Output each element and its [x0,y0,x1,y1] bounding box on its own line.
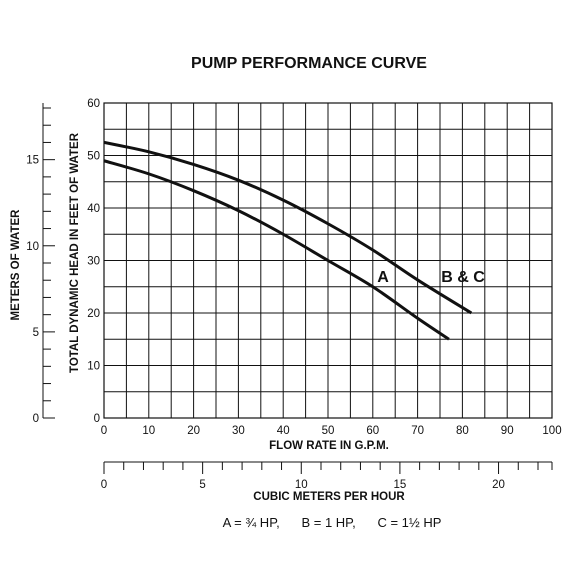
y-tick-label: 60 [87,98,100,110]
x-tick-label: 90 [501,425,514,437]
series-line-b-c [103,140,473,315]
secondary-y-tick-label: 5 [33,327,39,339]
x-tick-label: 80 [456,425,469,437]
x-tick-label: 10 [142,425,155,437]
x-tick-label: 70 [411,425,424,437]
x-tick-label: 60 [366,425,379,437]
secondary-y-label: METERS OF WATER [10,209,22,321]
secondary-x-tick-label: 5 [199,479,205,491]
x-tick-label: 100 [542,425,561,437]
y-tick-label: 20 [87,308,100,320]
plot-frame [103,102,553,419]
chart-grid [103,102,553,419]
secondary-x-label: CUBIC METERS PER HOUR [253,491,405,503]
y-tick-label: 10 [87,361,100,373]
x-tick-label: 50 [322,425,335,437]
secondary-y-tick-label: 15 [26,155,39,167]
secondary-x-tick-label: 20 [492,479,505,491]
series-label: A [377,269,389,286]
chart-title: PUMP PERFORMANCE CURVE [191,55,427,72]
y-tick-label: 50 [87,151,100,163]
series-line-a [103,159,450,341]
cubic-meters-axis: 0 5 10 15 20 [101,461,553,491]
tick-labels-group: 0 10 20 30 40 50 60 70 80 90 100 0 10 20 30 40 50 60 [87,98,561,437]
x-tick-label: 40 [277,425,290,437]
y-tick-label: 40 [87,203,100,215]
secondary-x-tick-label: 15 [394,479,407,491]
x-tick-label: 0 [101,425,107,437]
y-tick-label: 0 [94,413,100,425]
secondary-x-tick-label: 10 [295,479,308,491]
secondary-y-tick-label: 0 [33,413,39,425]
x-tick-label: 20 [187,425,200,437]
y-axis-label: TOTAL DYNAMIC HEAD IN FEET OF WATER [69,132,81,373]
secondary-x-tick-label: 0 [101,479,107,491]
x-axis-label: FLOW RATE IN G.P.M. [269,440,389,452]
meters-axis: 0 5 10 15 [26,103,55,425]
x-tick-label: 30 [232,425,245,437]
motor-legend: A = ¾ HP, B = 1 HP, C = 1½ HP [223,515,442,530]
secondary-y-tick-label: 10 [26,241,39,253]
y-tick-label: 30 [87,256,100,268]
series-label: B & C [441,269,485,286]
